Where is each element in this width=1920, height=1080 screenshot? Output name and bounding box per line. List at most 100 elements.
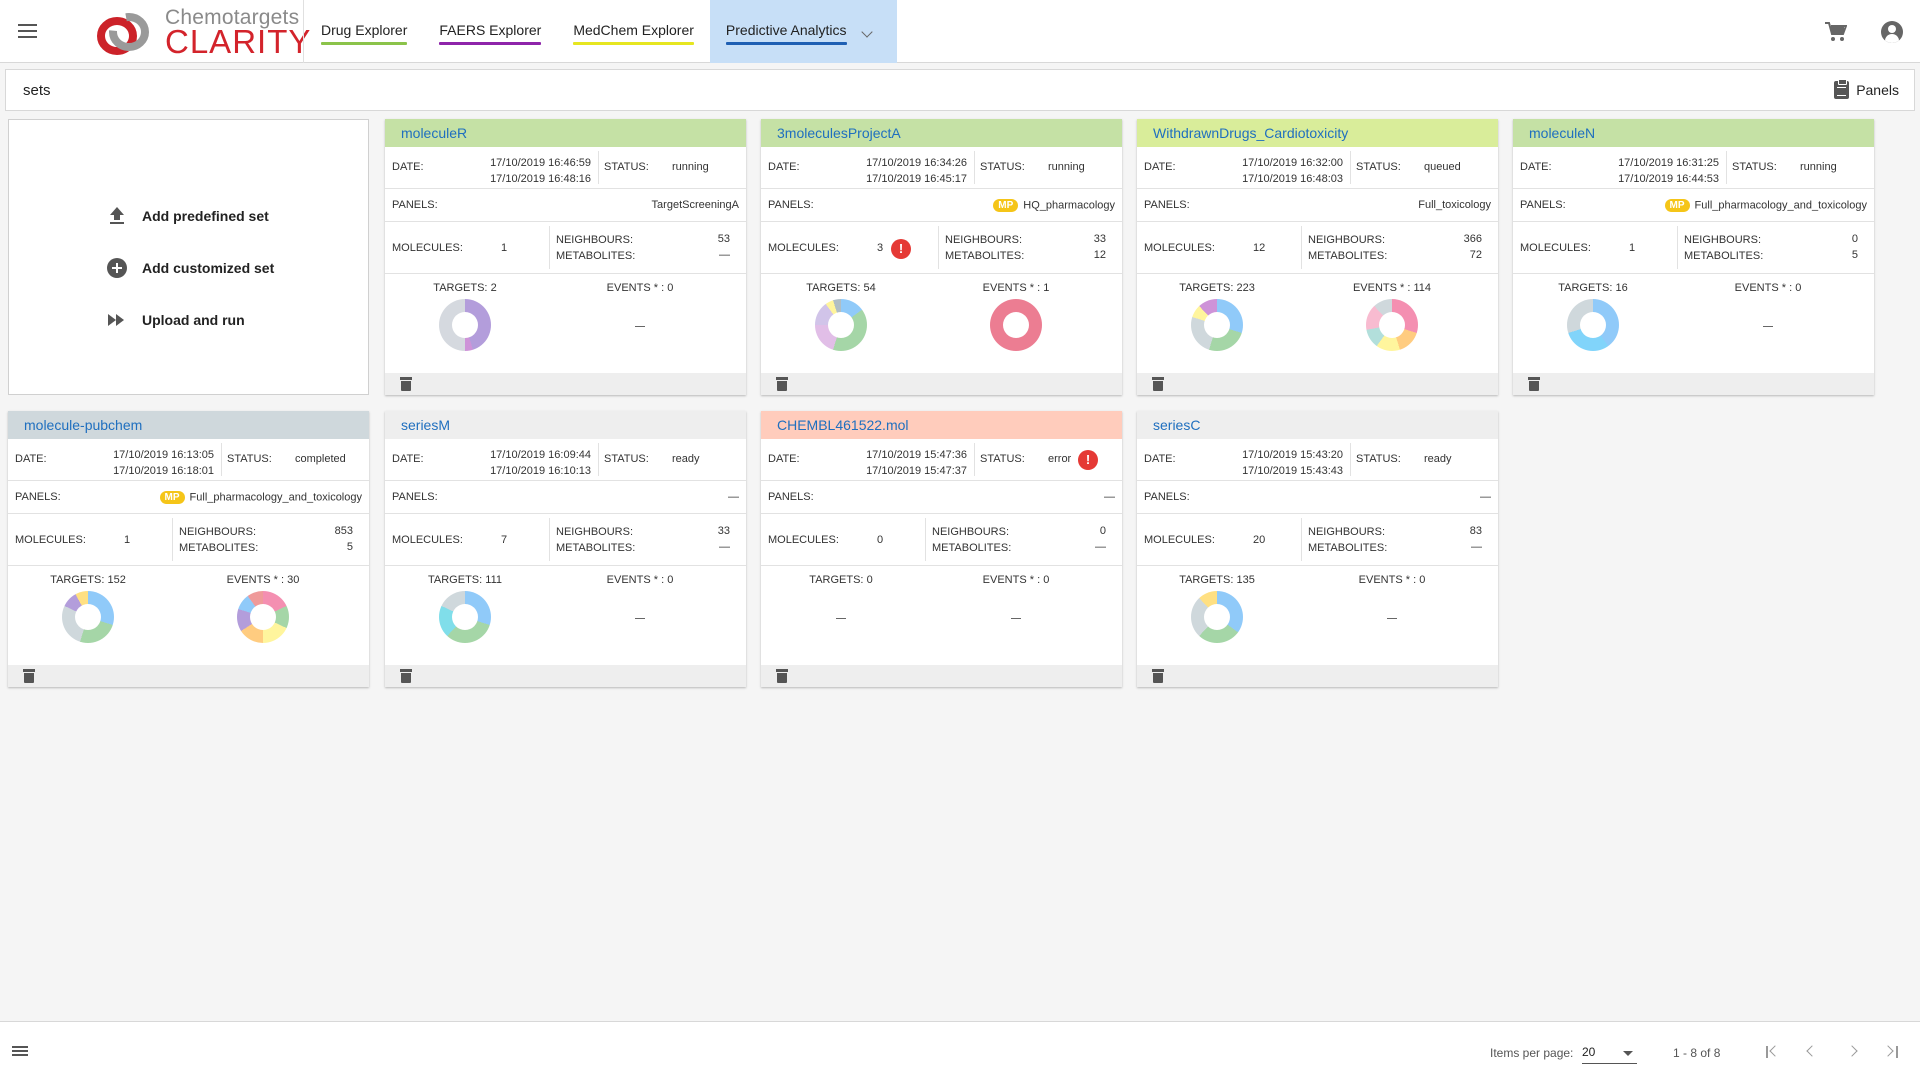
targets-donut-chart[interactable] [1567,299,1619,351]
set-card[interactable]: WithdrawnDrugs_Cardiotoxicity DATE: 17/1… [1137,119,1498,395]
events-label: EVENTS * : 0 [936,574,1096,586]
mp-badge: MP [993,199,1019,212]
end-date: 17/10/2019 16:44:53 [1618,173,1719,185]
start-date: 17/10/2019 15:47:36 [866,449,967,461]
set-title[interactable]: moleculeN [1513,119,1874,147]
divider [1677,226,1678,269]
events-count: 1 [1043,282,1050,294]
fast-forward-icon [107,310,127,330]
panels-row: PANELS: Full_toxicology [1137,189,1498,222]
status-value: queued [1424,161,1461,173]
panels-button[interactable]: Panels [1834,79,1899,99]
events-count: 0 [1419,574,1426,586]
delete-icon[interactable] [776,377,788,391]
targets-label: TARGETS: 223 [1137,282,1297,294]
set-title[interactable]: seriesM [385,411,746,439]
dates: 17/10/2019 16:46:59 17/10/2019 16:48:16 [441,155,591,187]
menu-icon[interactable] [16,20,40,44]
molecules-row: MOLECULES: 1 NEIGHBOURS: METABOLITES: 85… [8,514,369,566]
add-item-label: Add customized set [142,260,275,276]
set-title-text: 3moleculesProjectA [777,125,901,141]
set-card[interactable]: molecule-pubchem DATE: 17/10/2019 16:13:… [8,411,369,687]
tab-faers-explorer[interactable]: FAERS Explorer [423,0,557,63]
targets-count: 16 [1615,282,1628,294]
add-customized-set-button[interactable]: Add customized set [107,258,274,278]
delete-icon[interactable] [776,669,788,683]
neighbours-label: NEIGHBOURS: [932,526,1010,538]
set-card[interactable]: moleculeR DATE: 17/10/2019 16:46:59 17/1… [385,119,746,395]
targets-donut-chart[interactable] [815,299,867,351]
targets-donut-chart[interactable] [1191,299,1243,351]
upload-and-run-button[interactable]: Upload and run [107,310,245,330]
panels-row: PANELS: MP Full_pharmacology_and_toxicolo… [1513,189,1874,222]
delete-icon[interactable] [1152,377,1164,391]
items-per-page-select[interactable]: 20 [1582,1042,1637,1064]
set-title[interactable]: 3moleculesProjectA [761,119,1122,147]
start-date: 17/10/2019 16:32:00 [1242,157,1343,169]
targets-donut-chart[interactable] [62,591,114,643]
targets-label-text: TARGETS: [1179,574,1234,586]
cart-icon[interactable] [1825,22,1847,42]
dates: 17/10/2019 16:13:05 17/10/2019 16:18:01 [64,447,214,479]
paginator: Items per page: 20 1 - 8 of 8 [0,1021,1920,1080]
events-donut-chart[interactable] [237,591,289,643]
delete-icon[interactable] [400,669,412,683]
set-card[interactable]: 3moleculesProjectA DATE: 17/10/2019 16:3… [761,119,1122,395]
start-date: 17/10/2019 16:31:25 [1618,157,1719,169]
last-page-button[interactable] [1882,1042,1902,1062]
start-date: 17/10/2019 15:43:20 [1242,449,1343,461]
events-label-text: EVENTS * : [1358,574,1417,586]
tab-medchem-explorer[interactable]: MedChem Explorer [557,0,710,63]
clipboard-icon [1834,79,1850,99]
events-donut-chart[interactable] [990,299,1042,351]
previous-page-button[interactable] [1802,1042,1822,1062]
set-title[interactable]: molecule-pubchem [8,411,369,439]
set-card[interactable]: CHEMBL461522.mol DATE: 17/10/2019 15:47:… [761,411,1122,687]
set-title[interactable]: seriesC [1137,411,1498,439]
neighbours-value: 366 [1463,233,1482,245]
account-icon[interactable] [1881,21,1903,43]
targets-label: TARGETS: 0 [761,574,921,586]
set-card[interactable]: seriesM DATE: 17/10/2019 16:09:44 17/10/… [385,411,746,687]
delete-icon[interactable] [1528,377,1540,391]
metabolites-value: — [1095,541,1106,553]
targets-donut-chart[interactable] [439,591,491,643]
logo[interactable]: Chemotargets CLARITY [93,6,310,60]
list-icon[interactable] [12,1046,28,1058]
set-title[interactable]: WithdrawnDrugs_Cardiotoxicity [1137,119,1498,147]
set-card[interactable]: moleculeN DATE: 17/10/2019 16:31:25 17/1… [1513,119,1874,395]
next-page-button[interactable] [1842,1042,1862,1062]
events-donut-chart[interactable] [1366,299,1418,351]
set-title[interactable]: CHEMBL461522.mol [761,411,1122,439]
molecules-value: 1 [501,242,508,254]
set-card[interactable]: seriesC DATE: 17/10/2019 15:43:20 17/10/… [1137,411,1498,687]
neighbours-value: 83 [1469,525,1482,537]
panels-button-label: Panels [1856,82,1899,98]
divider [925,518,926,561]
targets-donut-chart[interactable] [1191,591,1243,643]
tab-underline [725,42,847,45]
status-value: error [1048,453,1072,465]
end-date: 17/10/2019 16:45:17 [866,173,967,185]
molecules-row: MOLECULES: 1 NEIGHBOURS: METABOLITES: 53… [385,222,746,274]
targets-label: TARGETS: 2 [385,282,545,294]
molecules-label: MOLECULES: [768,534,839,546]
targets-count: 0 [866,574,873,586]
panels-label: PANELS: [392,491,438,503]
targets-donut-chart[interactable] [439,299,491,351]
events-label-text: EVENTS * : [982,282,1041,294]
tab-drug-explorer[interactable]: Drug Explorer [305,0,423,63]
add-predefined-set-button[interactable]: Add predefined set [107,206,269,226]
chevron-down-icon[interactable] [860,26,873,38]
set-title[interactable]: moleculeR [385,119,746,147]
delete-icon[interactable] [400,377,412,391]
first-page-button[interactable] [1762,1042,1782,1062]
empty-dash [1011,618,1021,619]
delete-icon[interactable] [23,669,35,683]
events-label: EVENTS * : 0 [1688,282,1848,294]
delete-icon[interactable] [1152,669,1164,683]
metabolites-label: METABOLITES: [1308,250,1388,262]
tab-predictive-analytics[interactable]: Predictive Analytics [709,0,897,63]
tab-label: Drug Explorer [321,22,408,38]
chevron-right-icon [1882,1045,1894,1057]
